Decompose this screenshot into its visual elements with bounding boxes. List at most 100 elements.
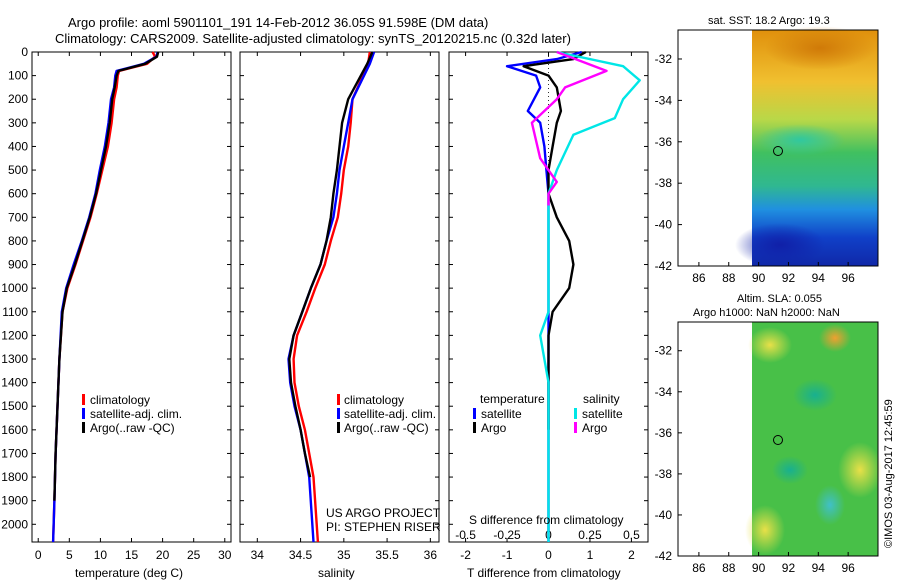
depth-tick-label: 800 — [8, 234, 28, 248]
depth-tick-label: 1700 — [1, 446, 28, 460]
temperature-axes-frame — [31, 51, 232, 543]
salinity-xlabel: salinity — [318, 566, 355, 580]
legend-header-salinity: salinity — [583, 392, 620, 406]
depth-tick-label: 1300 — [1, 352, 28, 366]
lat-tick-label: -38 — [655, 176, 673, 190]
sla-low-patch — [793, 379, 837, 411]
depth-tick-label: 300 — [8, 116, 28, 130]
legend-swatch-argo — [337, 422, 340, 433]
legend-swatch-argo — [82, 422, 85, 433]
lon-tick-label: 90 — [752, 271, 766, 285]
depth-tick-label: 0 — [21, 45, 28, 59]
temperature-series — [32, 51, 231, 543]
x-tick-label: 20 — [156, 548, 170, 562]
x-tick-label: 34.5 — [289, 548, 313, 562]
series-line-argo-raw-qc- — [53, 51, 160, 501]
sla-map: Altim. SLA: 0.055 Argo h1000: NaN h2000:… — [655, 293, 882, 575]
x-tick-label: 35.5 — [375, 548, 399, 562]
legend-label-argo: Argo(..raw -QC) — [344, 421, 429, 435]
sst-cold-patch — [735, 223, 825, 267]
project-annotation: US ARGO PROJECT — [326, 506, 441, 520]
lon-tick-label: 86 — [692, 271, 706, 285]
depth-tick-label: 100 — [8, 69, 28, 83]
depth-tick-label: 400 — [8, 139, 28, 153]
depth-tick-label: 1100 — [2, 305, 28, 319]
lon-tick-label: 90 — [752, 561, 766, 575]
sla-patch — [748, 327, 792, 363]
s-tick-label: -0.5 — [455, 528, 476, 542]
difference-legend: temperature salinity satellite Argo sate… — [473, 392, 623, 435]
depth-tick-label: 900 — [8, 258, 28, 272]
depth-tick-label: 1200 — [1, 328, 28, 342]
depth-tick-label: 2000 — [1, 517, 28, 531]
sla-low-patch — [772, 456, 808, 484]
legend-label-sal-argo: Argo — [582, 421, 608, 435]
lon-tick-label: 86 — [692, 561, 706, 575]
salinity-tick-labels: 34 34.5 35 35.5 36 — [251, 52, 438, 562]
legend-swatch-satellite — [337, 408, 340, 419]
x-tick-label: 30 — [218, 548, 232, 562]
x-tick-label: 36 — [424, 548, 438, 562]
depth-tick-label: 600 — [8, 187, 28, 201]
x-tick-label: -1 — [502, 548, 513, 562]
depth-tick-label: 500 — [8, 163, 28, 177]
depth-tick-label: 1400 — [1, 376, 28, 390]
legend-header-temperature: temperature — [480, 392, 545, 406]
lon-tick-label: 94 — [812, 561, 826, 575]
sst-argo-marker — [773, 146, 783, 156]
figure-title-line2: Climatology: CARS2009. Satellite-adjuste… — [55, 31, 571, 46]
salinity-legend: climatology satellite-adj. clim. Argo(..… — [337, 393, 436, 435]
lat-tick-label: -34 — [655, 385, 673, 399]
temperature-xlabel: temperature (deg C) — [75, 566, 183, 580]
depth-tick-label: 1900 — [1, 494, 28, 508]
depth-tick-label: 1800 — [1, 470, 28, 484]
s-tick-label: -0.25 — [493, 528, 521, 542]
legend-label-sal-satellite: satellite — [582, 407, 623, 421]
legend-swatch-sal-argo — [574, 422, 577, 433]
series-line-salinity-argo — [530, 50, 608, 206]
lat-tick-label: -40 — [655, 508, 673, 522]
legend-label-satellite: satellite-adj. clim. — [90, 407, 182, 421]
difference-series — [449, 50, 648, 542]
s-difference-tick-labels: -0.5 -0.25 0 0.25 0.5 — [455, 528, 640, 542]
depth-tick-label: 1600 — [1, 423, 28, 437]
x-tick-label: 1 — [587, 548, 594, 562]
pi-annotation: PI: STEPHEN RISER — [326, 520, 441, 534]
series-line-salinity-satellite — [539, 50, 641, 542]
x-tick-label: 2 — [628, 548, 635, 562]
sst-lon-labels: 86 88 90 92 94 96 — [692, 262, 855, 285]
depth-tick-label: 1500 — [1, 399, 28, 413]
sst-lat-labels: -32 -34 -36 -38 -40 -42 — [655, 52, 682, 273]
legend-swatch-temp-argo — [473, 422, 476, 433]
series-line-climatology — [292, 51, 371, 543]
series-line-argo-raw-qc- — [288, 51, 374, 478]
t-difference-xlabel: T difference from climatology — [467, 566, 621, 580]
lat-tick-label: -32 — [655, 52, 673, 66]
depth-tick-label: 1000 — [1, 281, 28, 295]
lon-tick-label: 94 — [812, 271, 826, 285]
legend-swatch-satellite — [82, 408, 85, 419]
temperature-panel: 0100200300400500600700800900100011001200… — [1, 45, 231, 580]
sla-low-patch — [815, 485, 845, 525]
imos-credit: ©IMOS 03-Aug-2017 12:45:59 — [883, 399, 895, 548]
difference-panel: -2 -1 0 1 2 -0.5 -0.25 0 0.25 0.5 S difference f… — [448, 50, 649, 580]
sla-lon-labels: 86 88 90 92 94 96 — [692, 552, 855, 575]
series-line-temperature-argo — [522, 50, 587, 430]
lon-tick-label: 88 — [722, 271, 736, 285]
lon-tick-label: 92 — [782, 271, 796, 285]
sla-patch — [745, 505, 785, 555]
sla-map-title-line2: Argo h1000: NaN h2000: NaN — [693, 307, 840, 319]
lat-tick-label: -42 — [655, 549, 673, 563]
salinity-panel: 34 34.5 35 35.5 36 salinity climatology sate… — [239, 51, 441, 580]
x-tick-label: 0 — [545, 548, 552, 562]
legend-label-climatology: climatology — [344, 393, 404, 407]
salinity-series — [240, 51, 439, 543]
temperature-legend: climatology satellite-adj. clim. Argo(..… — [82, 393, 182, 435]
sla-high-patch — [819, 324, 851, 352]
sla-argo-marker — [773, 435, 783, 445]
x-tick-label: 25 — [187, 548, 201, 562]
legend-swatch-climatology — [337, 394, 340, 405]
depth-tick-labels: 0 100 200 300 400 500 600 700 800 900 1000 1100 1200… — [1, 45, 28, 531]
sla-patch — [838, 442, 882, 498]
lat-tick-label: -38 — [655, 467, 673, 481]
